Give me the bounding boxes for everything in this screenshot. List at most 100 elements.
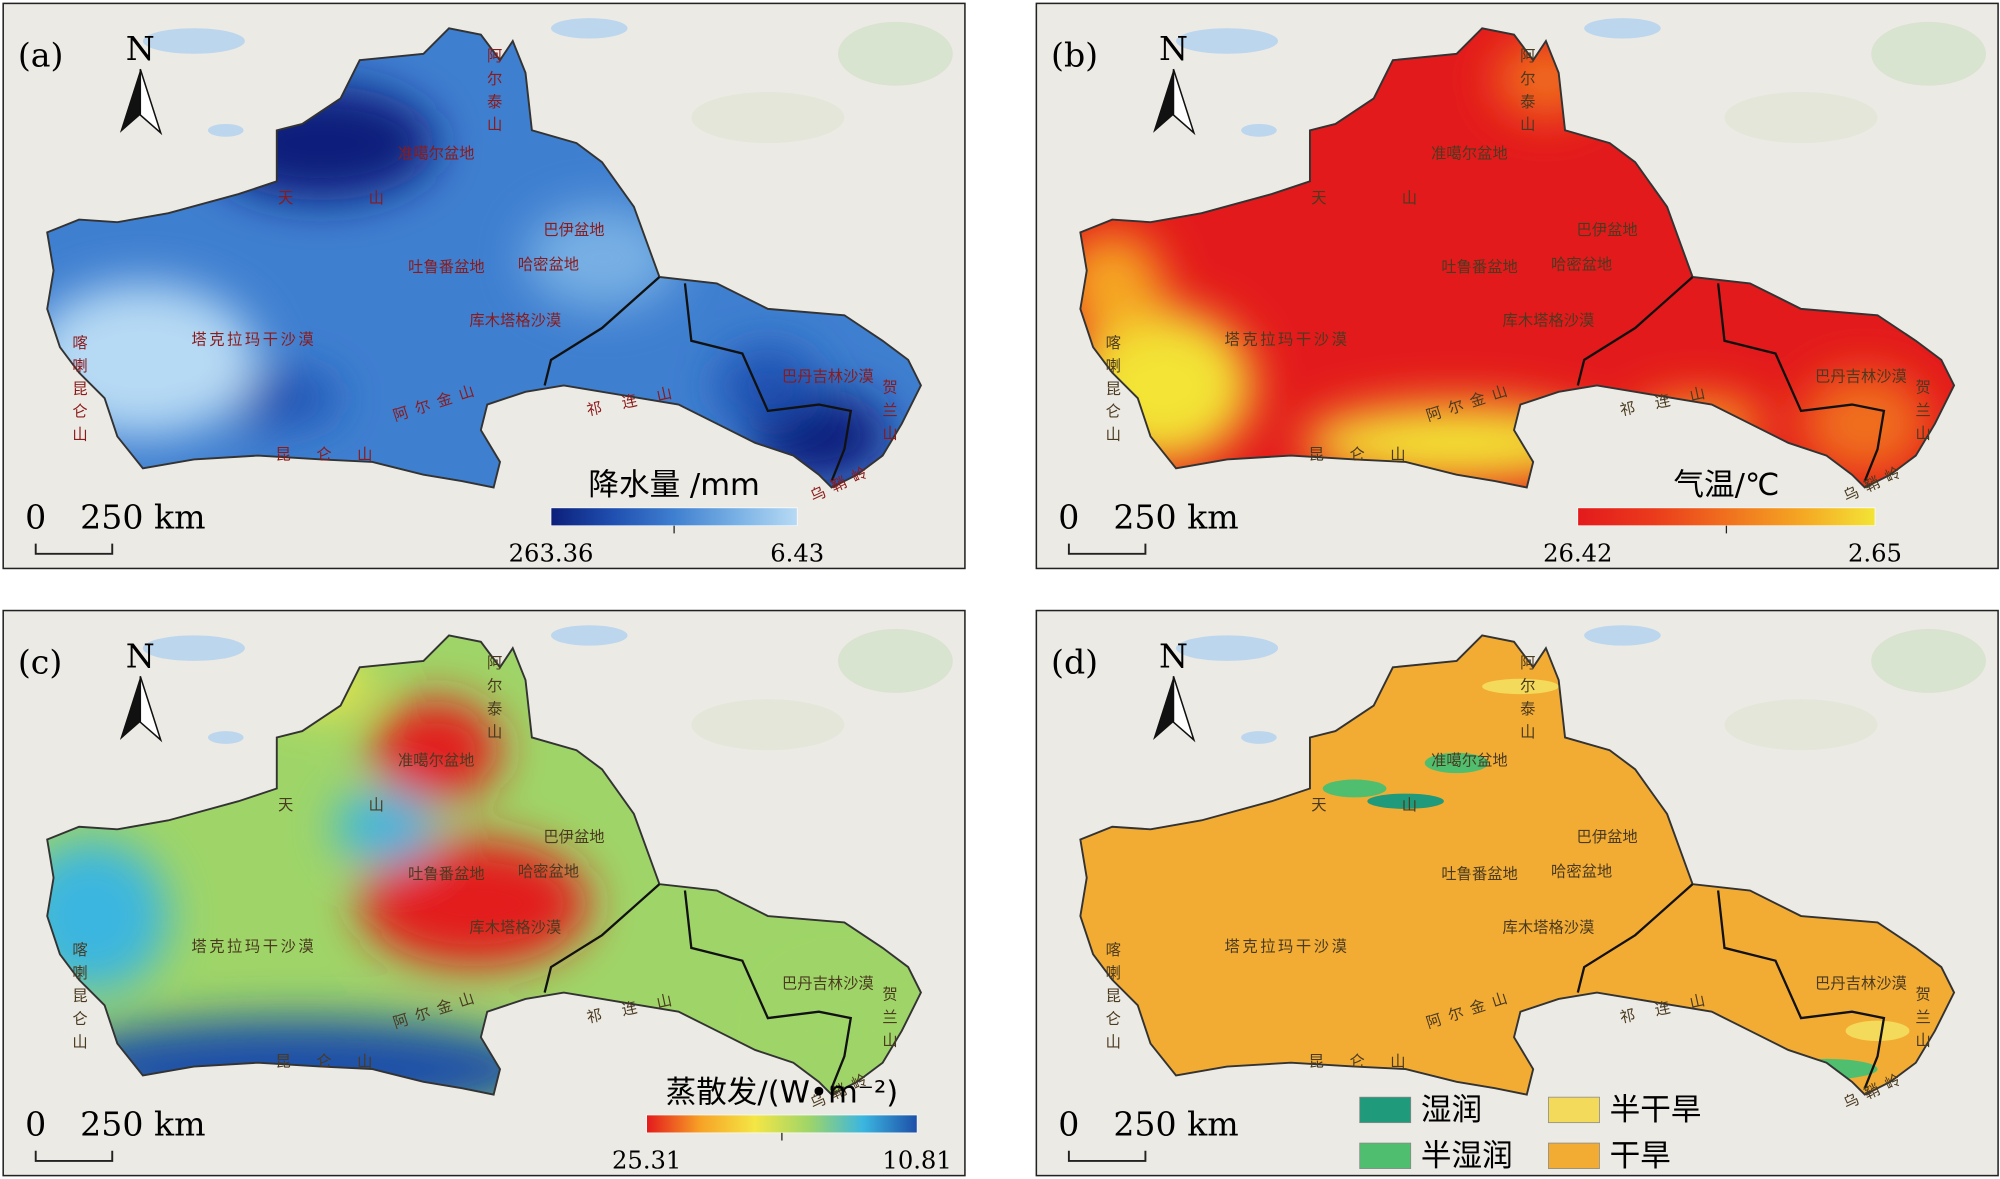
place-label: 巴丹吉林沙漠	[1815, 368, 1907, 386]
colorbar	[550, 507, 798, 527]
place-label: 阿尔泰山	[1518, 655, 1536, 747]
place-label: 准噶尔盆地	[1431, 752, 1508, 770]
colorbar-right: 2.65	[1848, 539, 1902, 567]
province-border	[543, 276, 661, 386]
region-blob	[1801, 372, 1929, 475]
place-label: 塔克拉玛干沙漠	[1225, 331, 1350, 349]
place-label: 阿尔泰山	[485, 47, 503, 139]
panel-frame	[1035, 609, 1999, 1177]
region-blob	[334, 788, 437, 866]
place-label: 塔克拉玛干沙漠	[1225, 938, 1350, 956]
place-label: 贺兰山	[880, 379, 898, 448]
place-label: 吐鲁番盆地	[408, 258, 485, 276]
region-blob	[1845, 1020, 1910, 1042]
province-border	[1716, 890, 1886, 1089]
place-label: 库木塔格沙漠	[469, 919, 561, 937]
north-arrow	[1172, 676, 1196, 743]
place-label: 塔克拉玛干沙漠	[191, 938, 316, 956]
place-label: 天	[278, 796, 293, 814]
place-label: 喀喇昆仑山	[1103, 942, 1121, 1057]
scale-zero: 0	[25, 497, 46, 536]
place-label: 巴丹吉林沙漠	[782, 368, 874, 386]
place-label: 巴伊盆地	[543, 221, 604, 239]
north-label: N	[1159, 29, 1188, 68]
place-label: 山	[369, 796, 384, 814]
colorbar-right: 10.81	[882, 1147, 951, 1175]
scale-zero: 0	[25, 1104, 46, 1143]
scale-zero: 0	[1058, 497, 1079, 536]
region-blob	[1367, 793, 1444, 809]
place-label: 库木塔格沙漠	[1503, 311, 1595, 329]
place-label: 巴伊盆地	[1577, 221, 1638, 239]
place-label: 天	[1311, 796, 1326, 814]
place-label: 昆仑山	[1309, 445, 1431, 463]
place-label: 哈密盆地	[518, 862, 579, 880]
scale-bar	[1067, 1150, 1147, 1162]
legend-label: 半干旱	[1610, 1093, 1702, 1128]
place-label: 吐鲁番盆地	[1441, 258, 1518, 276]
legend-title: 降水量 /mm	[588, 468, 760, 503]
place-label: 山	[1402, 189, 1417, 207]
scale-distance: 250 km	[80, 497, 205, 536]
legend-swatch	[1548, 1142, 1600, 1169]
scale-distance: 250 km	[80, 1104, 205, 1143]
place-label: 塔克拉玛干沙漠	[191, 331, 316, 349]
province-border	[683, 890, 853, 1089]
region-blob	[1080, 232, 1164, 335]
scale-bar	[34, 1150, 114, 1162]
region-blob	[780, 979, 909, 1082]
place-label: 喀喇昆仑山	[70, 334, 88, 449]
place-label: 准噶尔盆地	[398, 752, 474, 770]
legend-title: 气温/℃	[1673, 468, 1779, 503]
legend-title: 蒸散发/(W•m⁻²)	[666, 1075, 899, 1110]
place-label: 准噶尔盆地	[1431, 144, 1508, 162]
colorbar-left: 25.31	[612, 1147, 681, 1175]
province-border	[1576, 883, 1694, 993]
place-label: 哈密盆地	[1551, 862, 1612, 880]
panel-label: (d)	[1051, 643, 1098, 682]
north-label: N	[126, 29, 155, 68]
panel-frame	[2, 609, 966, 1177]
place-label: 哈密盆地	[518, 255, 579, 273]
colorbar	[1577, 507, 1876, 527]
north-label: N	[1159, 636, 1188, 675]
north-label: N	[126, 636, 155, 675]
legend-label: 干旱	[1610, 1139, 1671, 1174]
colorbar-right: 6.43	[770, 539, 824, 567]
place-label: 哈密盆地	[1551, 255, 1612, 273]
region-blob	[1322, 779, 1387, 798]
place-label: 阿尔泰山	[1518, 47, 1536, 139]
place-label: 喀喇昆仑山	[70, 942, 88, 1057]
scale-bar	[34, 543, 114, 555]
panel-label: (c)	[18, 643, 62, 682]
place-label: 巴伊盆地	[1577, 828, 1638, 846]
region-variation	[47, 85, 890, 482]
legend-swatch	[1359, 1142, 1412, 1169]
place-label: 昆仑山	[276, 445, 398, 463]
panel-frame	[2, 2, 966, 570]
panel-frame	[1035, 2, 1999, 570]
place-label: 喀喇昆仑山	[1103, 334, 1121, 449]
legend-label: 湿润	[1421, 1093, 1482, 1128]
place-label: 库木塔格沙漠	[469, 311, 561, 329]
place-label: 准噶尔盆地	[398, 144, 474, 162]
north-arrow	[1153, 676, 1174, 741]
north-arrow	[1153, 69, 1174, 133]
province-border	[683, 283, 853, 482]
north-arrow	[139, 676, 163, 743]
region-blob	[1482, 678, 1559, 695]
place-label: 巴丹吉林沙漠	[782, 975, 874, 993]
legend-swatch	[1359, 1096, 1412, 1124]
colorbar-left: 263.36	[509, 539, 594, 567]
scale-distance: 250 km	[1113, 497, 1238, 536]
place-label: 吐鲁番盆地	[1441, 865, 1518, 883]
panel-label: (b)	[1051, 36, 1098, 75]
scale-bar	[1067, 543, 1147, 555]
region-blob	[359, 839, 590, 968]
